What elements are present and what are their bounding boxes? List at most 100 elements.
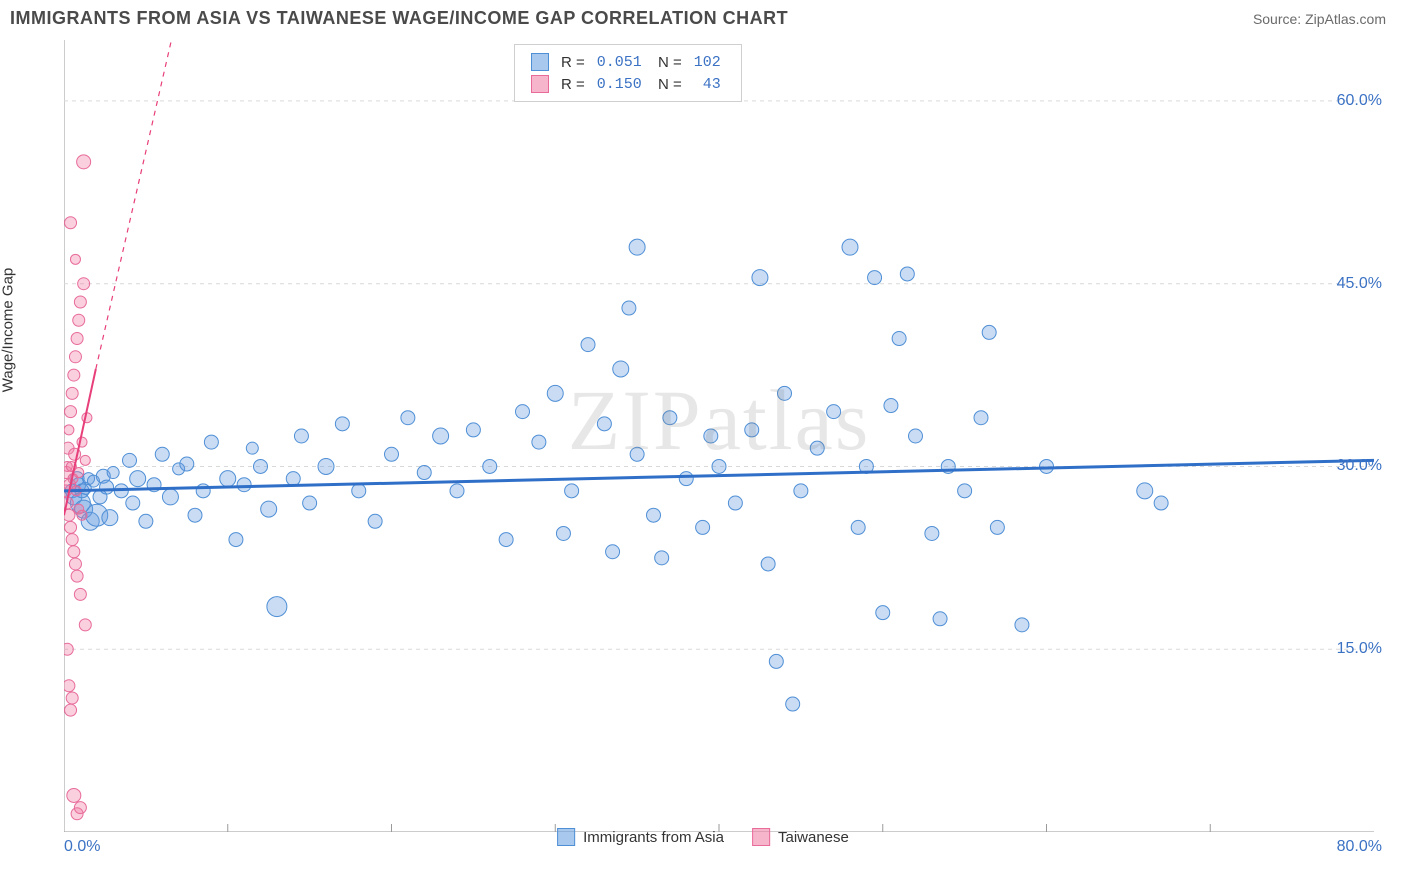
data-point <box>66 692 78 704</box>
data-point <box>851 520 865 534</box>
data-point <box>74 468 84 478</box>
data-point <box>155 447 169 461</box>
series-legend: Immigrants from Asia Taiwanese <box>557 828 849 846</box>
legend-item: Immigrants from Asia <box>557 828 724 846</box>
data-point <box>556 526 570 540</box>
data-point <box>909 429 923 443</box>
correlation-legend: R = 0.051 N = 102 R = 0.150 N = 43 <box>514 44 742 102</box>
data-point <box>80 455 90 465</box>
data-point <box>606 545 620 559</box>
data-point <box>581 338 595 352</box>
data-point <box>130 471 146 487</box>
chart-title: IMMIGRANTS FROM ASIA VS TAIWANESE WAGE/I… <box>10 8 788 29</box>
legend-item: Taiwanese <box>752 828 849 846</box>
data-point <box>622 301 636 315</box>
data-point <box>1154 496 1168 510</box>
data-point <box>752 270 768 286</box>
data-point <box>286 472 300 486</box>
data-point <box>237 478 251 492</box>
data-point <box>71 333 83 345</box>
data-point <box>67 788 81 802</box>
data-point <box>827 405 841 419</box>
data-point <box>68 369 80 381</box>
y-tick-label: 45.0% <box>1337 275 1382 293</box>
data-point <box>630 447 644 461</box>
legend-r-value: 0.051 <box>591 51 648 73</box>
data-point <box>180 457 194 471</box>
y-tick-label: 60.0% <box>1337 92 1382 110</box>
data-point <box>933 612 947 626</box>
data-point <box>786 697 800 711</box>
data-point <box>925 526 939 540</box>
data-point <box>100 480 114 494</box>
legend-row: R = 0.150 N = 43 <box>525 73 727 95</box>
data-point <box>958 484 972 498</box>
data-point <box>78 278 90 290</box>
data-point <box>318 458 334 474</box>
data-point <box>778 386 792 400</box>
data-point <box>73 314 85 326</box>
data-point <box>71 570 83 582</box>
data-point <box>761 557 775 571</box>
data-point <box>229 533 243 547</box>
data-point <box>547 385 563 401</box>
data-point <box>66 534 78 546</box>
data-point <box>696 520 710 534</box>
legend-swatch <box>557 828 575 846</box>
data-point <box>254 459 268 473</box>
data-point <box>162 489 178 505</box>
data-point <box>368 514 382 528</box>
data-point <box>745 423 759 437</box>
data-point <box>68 546 80 558</box>
data-point <box>65 704 77 716</box>
legend-swatch <box>752 828 770 846</box>
data-point <box>123 453 137 467</box>
legend-label: Taiwanese <box>778 829 849 846</box>
data-point <box>74 802 86 814</box>
data-point <box>876 606 890 620</box>
data-point <box>66 387 78 399</box>
plot-area: ZIPatlas R = 0.051 N = 102 R = 0.150 N =… <box>64 40 1374 832</box>
data-point <box>261 501 277 517</box>
data-point <box>613 361 629 377</box>
data-point <box>294 429 308 443</box>
data-point <box>102 510 118 526</box>
data-point <box>188 508 202 522</box>
data-point <box>728 496 742 510</box>
data-point <box>499 533 513 547</box>
data-point <box>629 239 645 255</box>
x-axis-origin-label: 0.0% <box>64 838 100 856</box>
data-point <box>900 267 914 281</box>
y-tick-label: 15.0% <box>1337 640 1382 658</box>
data-point <box>663 411 677 425</box>
data-point <box>196 484 210 498</box>
data-point <box>810 441 824 455</box>
data-point <box>892 332 906 346</box>
data-point <box>69 351 81 363</box>
legend-swatch <box>531 53 549 71</box>
data-point <box>450 484 464 498</box>
data-point <box>842 239 858 255</box>
x-axis-max-label: 80.0% <box>1337 838 1382 856</box>
legend-r-value: 0.150 <box>591 73 648 95</box>
legend-swatch <box>531 75 549 93</box>
data-point <box>77 155 91 169</box>
data-point <box>704 429 718 443</box>
data-point <box>794 484 808 498</box>
data-point <box>246 442 258 454</box>
legend-label: Immigrants from Asia <box>583 829 724 846</box>
data-point <box>70 254 80 264</box>
legend-n-value: 43 <box>688 73 727 95</box>
data-point <box>352 484 366 498</box>
data-point <box>65 521 77 533</box>
data-point <box>139 514 153 528</box>
legend-row: R = 0.051 N = 102 <box>525 51 727 73</box>
data-point <box>868 271 882 285</box>
data-point <box>974 411 988 425</box>
data-point <box>679 472 693 486</box>
data-point <box>769 654 783 668</box>
data-point <box>64 425 74 435</box>
data-point <box>884 399 898 413</box>
data-point <box>565 484 579 498</box>
data-point <box>532 435 546 449</box>
